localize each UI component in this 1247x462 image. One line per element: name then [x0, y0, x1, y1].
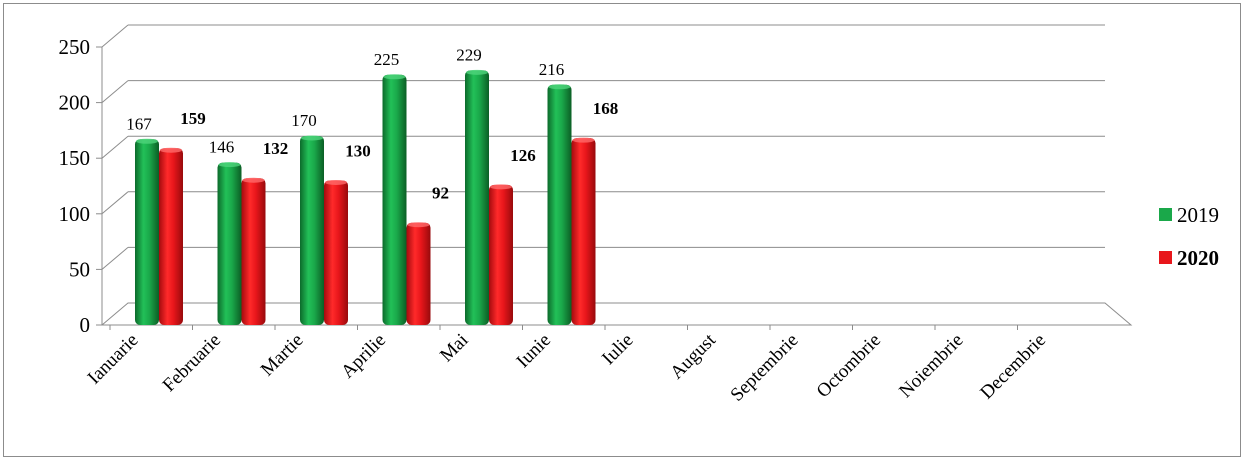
bar — [465, 70, 489, 326]
bar-top — [325, 179, 347, 185]
data-label: 126 — [510, 146, 536, 165]
x-tick-label: August — [666, 329, 720, 383]
data-label: 92 — [432, 184, 449, 203]
bars — [135, 69, 596, 326]
bar — [300, 135, 324, 325]
gridline-diag — [101, 24, 129, 48]
bar — [406, 222, 431, 325]
y-tick-label: 100 — [59, 202, 91, 226]
y-tick-label: 150 — [59, 146, 91, 170]
data-label: 225 — [374, 50, 400, 69]
bar — [135, 139, 159, 325]
bar — [241, 178, 266, 325]
bar-top — [301, 135, 323, 141]
bar — [489, 184, 513, 325]
bar-top — [407, 222, 430, 228]
bar-top — [572, 137, 595, 143]
data-label: 146 — [209, 138, 235, 157]
gridline-diag — [101, 191, 129, 215]
data-label: 130 — [345, 141, 371, 160]
bar — [217, 162, 242, 325]
gridlines — [101, 24, 1105, 270]
y-tick-label: 0 — [80, 313, 91, 337]
data-label: 170 — [291, 111, 317, 130]
legend-swatch — [1159, 208, 1172, 221]
bar — [547, 84, 572, 325]
x-tick-label: Ianuarie — [84, 330, 143, 389]
x-tick-label: Aprilie — [337, 330, 390, 383]
bar-chart: 0 50 100 150 200 250 Ianuarie Februarie Martie Ap… — [59, 24, 1219, 406]
bar-top — [242, 177, 265, 183]
data-label: 229 — [456, 45, 482, 64]
data-labels: 167 146 170 225 229 216 159 132 130 92 126 168 — [126, 45, 618, 202]
x-tick-label: Iunie — [513, 330, 555, 372]
bar — [571, 138, 596, 325]
bar — [382, 74, 407, 325]
x-tick-label: Mai — [436, 330, 472, 366]
legend-label: 2020 — [1177, 246, 1219, 270]
bar-top — [218, 162, 241, 168]
x-tick-label: Decembrie — [976, 330, 1050, 404]
x-tick-label: Septembrie — [726, 330, 802, 406]
y-tick-label: 250 — [59, 35, 91, 59]
gridline-diag — [101, 247, 129, 270]
x-tick-label: Iulie — [598, 330, 637, 369]
chart-frame: 0 50 100 150 200 250 Ianuarie Februarie Martie Ap… — [3, 3, 1241, 457]
data-label: 167 — [126, 114, 152, 133]
floor — [100, 302, 1133, 326]
gridline-diag — [101, 80, 129, 103]
data-label: 132 — [263, 139, 289, 158]
bar-top — [160, 147, 182, 153]
legend: 2019 2020 — [1159, 203, 1219, 270]
y-tick-label: 50 — [69, 257, 90, 281]
bar — [159, 148, 183, 325]
x-tick-label: Martie — [257, 330, 308, 381]
legend-label: 2019 — [1177, 203, 1219, 227]
gridline-diag — [101, 135, 129, 159]
x-tick-label: Februarie — [159, 330, 225, 396]
legend-swatch — [1159, 251, 1172, 264]
x-tick-label: Noiembrie — [895, 330, 967, 402]
bar-top — [466, 69, 488, 75]
data-label: 159 — [180, 109, 206, 128]
bar-top — [490, 184, 512, 190]
bar-top — [383, 74, 406, 80]
bar-top — [136, 138, 158, 144]
bar — [324, 180, 348, 325]
y-tick-label: 200 — [59, 91, 91, 115]
x-tick-label: Octombrie — [813, 330, 885, 402]
data-label: 168 — [593, 99, 619, 118]
data-label: 216 — [539, 60, 565, 79]
bar-top — [548, 84, 571, 90]
